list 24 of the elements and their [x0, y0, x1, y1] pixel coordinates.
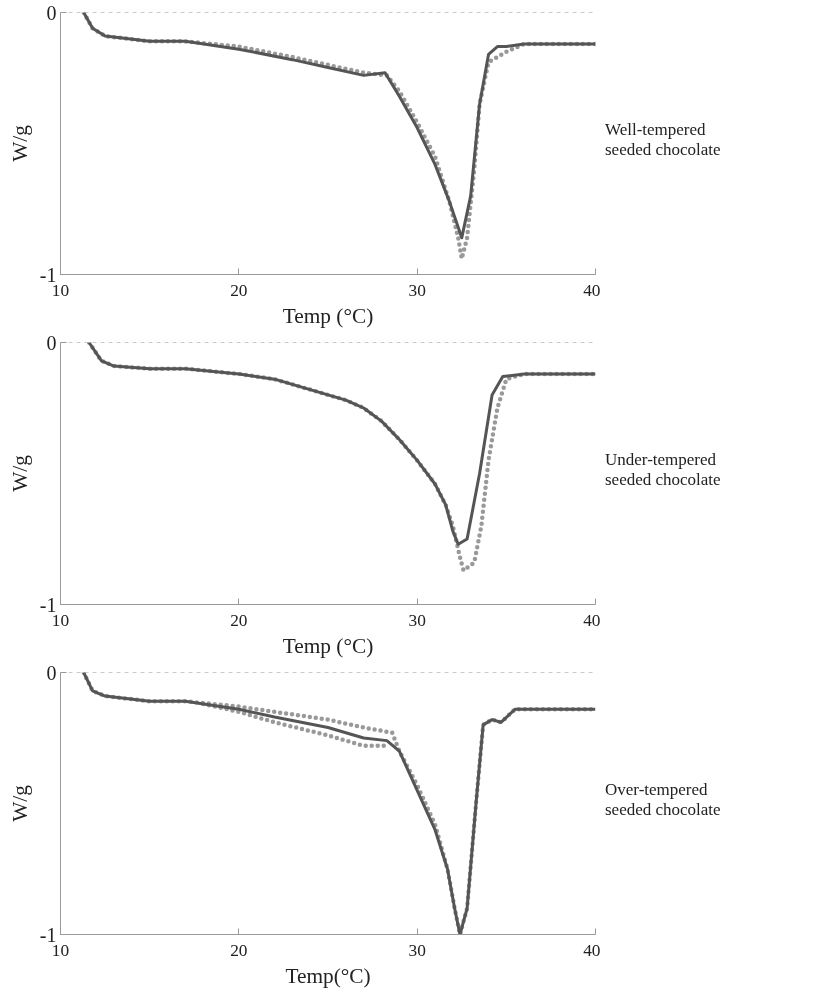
x-tick-label: 40 — [583, 610, 601, 630]
y-tick-label: -1 — [39, 923, 57, 946]
x-axis-title: Temp(°C) — [285, 963, 371, 988]
x-tick-label: 30 — [408, 280, 426, 300]
x-tick-label: 40 — [583, 280, 601, 300]
x-axis-title: Temp (°C) — [282, 303, 374, 328]
x-tick-label: 20 — [230, 280, 248, 300]
y-tick-label: 0 — [46, 1, 57, 24]
x-axis-title: Temp (°C) — [282, 633, 374, 658]
y-axis-title: W/g — [7, 454, 32, 492]
y-axis-title: W/g — [7, 124, 32, 162]
y-tick-label: 0 — [46, 331, 57, 354]
x-tick-label: 20 — [230, 610, 248, 630]
x-tick-label: 20 — [230, 940, 248, 960]
text: Well-tempered seeded chocolate — [605, 120, 721, 161]
y-tick-label: 0 — [46, 661, 57, 684]
x-tick-label: 30 — [408, 610, 426, 630]
text: Under-tempered seeded chocolate — [605, 450, 721, 491]
text: Over-tempered seeded chocolate — [605, 780, 721, 821]
x-tick-label: 40 — [583, 940, 601, 960]
y-tick-label: -1 — [39, 593, 57, 616]
y-tick-label: -1 — [39, 263, 57, 286]
y-axis-title: W/g — [7, 784, 32, 822]
x-tick-label: 30 — [408, 940, 426, 960]
